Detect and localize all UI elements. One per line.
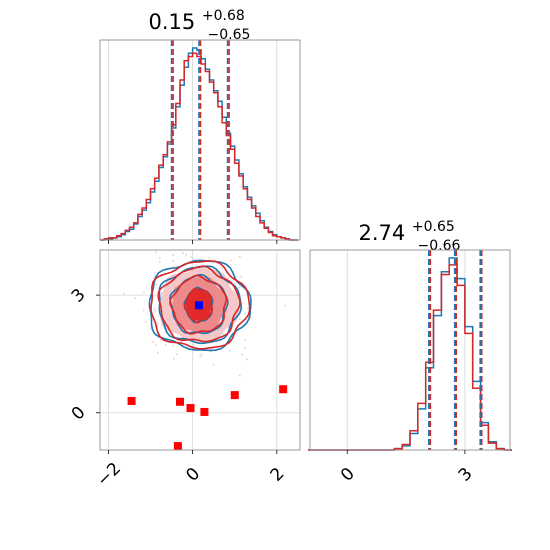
joint-frame — [99, 249, 301, 451]
joint-sample-point — [250, 317, 253, 319]
joint-sample-point — [191, 198, 193, 200]
joint-sample-point — [142, 309, 145, 312]
joint-ticks-xlabel-2: 2 — [267, 464, 289, 486]
joint-contour-b-2 — [169, 274, 228, 335]
hist-panel-param1: 0.15 +0.68 −0.65 — [99, 1, 301, 244]
joint-sample-point — [134, 297, 137, 300]
sample-marker-3 — [200, 407, 209, 416]
sample-marker-6 — [173, 442, 182, 450]
joint-sample-point — [154, 344, 157, 347]
hist2-ticks-xlabel-0: 0 — [337, 464, 359, 486]
joint-contour-b-1 — [157, 265, 241, 343]
joint-contour-a-1 — [158, 265, 242, 345]
joint-sample-point — [220, 267, 223, 270]
joint-sample-point — [244, 339, 247, 341]
joint-sample-point — [153, 308, 156, 310]
joint-contour-b-0 — [150, 260, 251, 350]
joint-sample-point — [159, 260, 161, 263]
joint-sample-point — [156, 322, 159, 324]
hist-panel-param2: 2.74 +0.65 −0.66 0 3 — [308, 212, 512, 486]
joint-contour-b-3 — [183, 287, 214, 324]
joint-sample-point — [241, 353, 244, 356]
joint-sample-point — [160, 339, 162, 342]
joint-panel: −2 0 2 0 3 — [68, 198, 301, 517]
joint-sample-point — [175, 353, 178, 356]
sample-marker-1 — [176, 397, 184, 406]
truth-marker — [194, 301, 203, 310]
joint-sample-point — [144, 321, 147, 323]
joint-sample-point — [88, 335, 90, 337]
joint-sample-point — [182, 252, 184, 255]
joint-sample-point — [155, 283, 158, 286]
title-param1-minus: −0.65 — [208, 27, 251, 43]
sample-marker-4 — [230, 391, 239, 400]
joint-sample-point — [229, 350, 231, 352]
joint-sample-point — [147, 307, 150, 309]
joint-ticks-xlabel-0: −2 — [93, 459, 125, 491]
joint-sample-point — [240, 275, 243, 278]
joint-sample-point — [172, 260, 175, 262]
joint-sample-point — [143, 291, 146, 294]
sample-marker-5 — [279, 385, 288, 394]
joint-sample-point — [208, 257, 211, 260]
title-param1: 0.15 +0.68 −0.65 — [148, 1, 251, 43]
joint-sample-point — [158, 257, 161, 259]
joint-ticks-ylabel-0: 0 — [68, 403, 90, 425]
joint-sample-point — [172, 254, 174, 256]
hist2-ticks-xlabel-1: 3 — [455, 464, 477, 486]
hist-frame-param2 — [309, 249, 511, 451]
joint-sample-point — [193, 343, 195, 346]
hist-hist1-series_b — [100, 52, 298, 241]
joint-sample-point — [243, 346, 246, 349]
joint-sample-point — [238, 318, 241, 320]
joint-sample-point — [238, 286, 240, 289]
joint-sample-point — [200, 353, 203, 356]
joint-sample-point — [222, 332, 224, 335]
joint-sample-point — [245, 358, 248, 361]
joint-sample-point — [229, 259, 232, 262]
joint-sample-point — [212, 363, 215, 366]
title-param1-median: 0.15 — [148, 10, 195, 34]
joint-sample-point — [227, 277, 230, 279]
joint-sample-point — [247, 307, 249, 310]
joint-sample-point — [238, 374, 241, 377]
sample-marker-2 — [186, 404, 195, 413]
joint-sample-point — [151, 341, 154, 343]
joint-sample-point — [244, 312, 247, 315]
joint-sample-point — [190, 256, 193, 258]
joint-sample-point — [123, 292, 125, 295]
joint-sample-point — [157, 351, 159, 354]
joint-sample-point — [172, 344, 174, 347]
sample-marker-7 — [229, 509, 237, 517]
joint-sample-point — [154, 310, 157, 312]
joint-ticks-xlabel-1: 0 — [182, 464, 204, 486]
joint-sample-point — [199, 355, 202, 358]
hist-frame-param1 — [99, 39, 301, 241]
sample-marker-0 — [127, 396, 136, 405]
joint-sample-point — [284, 304, 287, 307]
joint-sample-point — [238, 255, 241, 258]
title-param2-median: 2.74 — [358, 221, 405, 245]
title-param1-plus: +0.68 — [202, 8, 245, 24]
joint-sample-point — [172, 357, 175, 360]
joint-sample-point — [164, 344, 167, 346]
joint-ticks-ylabel-1: 3 — [68, 285, 90, 307]
title-param2: 2.74 +0.65 −0.66 — [358, 212, 461, 254]
joint-sample-point — [160, 292, 163, 295]
joint-sample-point — [155, 251, 158, 254]
joint-sample-point — [234, 281, 237, 284]
joint-sample-point — [185, 254, 188, 256]
title-param2-plus: +0.65 — [412, 219, 455, 235]
